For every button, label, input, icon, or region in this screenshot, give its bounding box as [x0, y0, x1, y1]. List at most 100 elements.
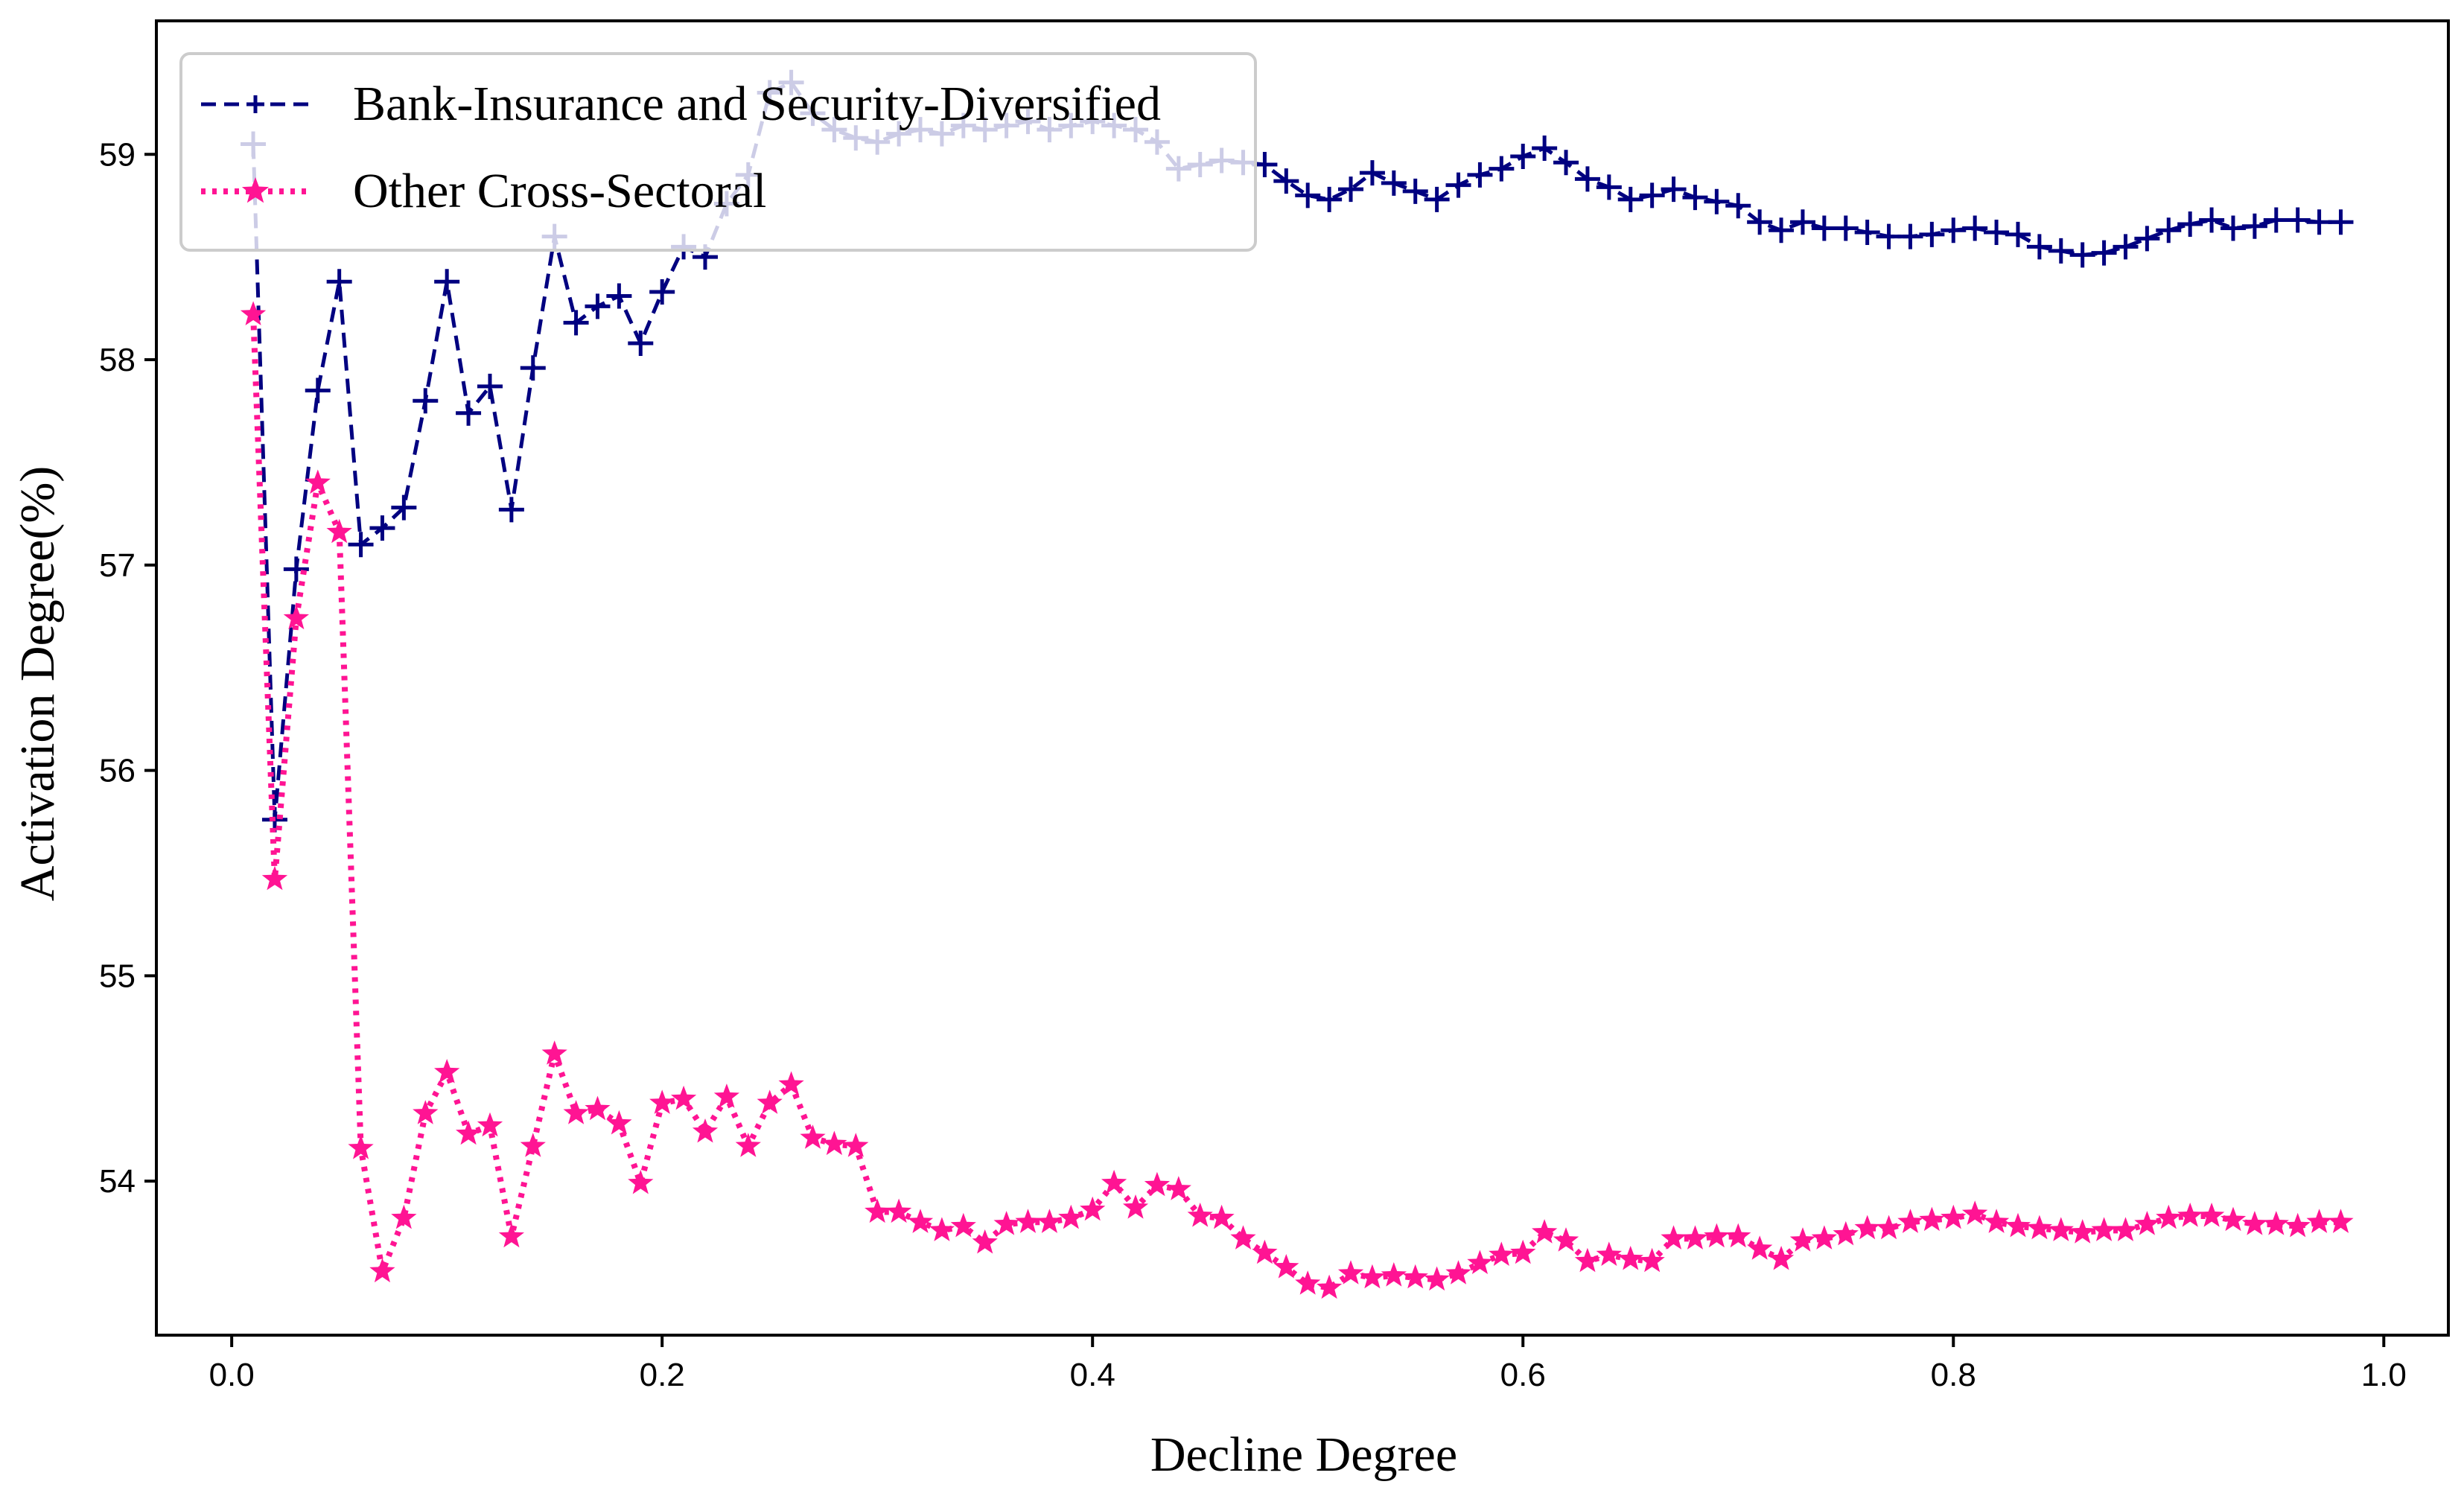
data-point-plus	[1962, 215, 1988, 241]
data-point-plus	[2005, 221, 2031, 247]
data-point-star	[1876, 1215, 1902, 1240]
data-point-plus	[498, 497, 524, 523]
data-point-star	[391, 1204, 417, 1229]
data-point-star	[1747, 1235, 1773, 1260]
data-point-star	[1230, 1225, 1256, 1250]
data-point-star	[1532, 1219, 1558, 1244]
data-point-star	[1144, 1171, 1170, 1197]
data-point-star	[778, 1071, 804, 1096]
data-point-star	[1596, 1241, 1622, 1266]
data-point-plus	[305, 378, 331, 404]
data-point-star	[1122, 1194, 1149, 1219]
data-point-star	[563, 1100, 589, 1124]
data-point-star	[2134, 1211, 2160, 1235]
data-point-star	[713, 1083, 739, 1108]
y-tick-label: 55	[99, 958, 136, 994]
data-point-star	[1768, 1246, 1795, 1270]
data-point-plus	[649, 279, 675, 305]
data-point-plus	[1919, 221, 1945, 247]
data-point-plus	[2285, 207, 2311, 233]
data-point-star	[1165, 1176, 1191, 1200]
data-point-plus	[1317, 186, 1343, 212]
y-tick-label: 54	[99, 1163, 136, 1200]
data-point-plus	[283, 556, 309, 582]
data-layer	[240, 69, 2354, 1299]
data-point-star	[1424, 1266, 1450, 1291]
data-point-plus	[1941, 217, 1967, 244]
data-point-plus	[2199, 207, 2225, 233]
data-point-star	[692, 1118, 719, 1143]
data-point-plus	[2156, 217, 2182, 244]
data-point-plus	[1897, 223, 1923, 249]
data-point-star	[1101, 1169, 1127, 1194]
data-point-star	[1811, 1225, 1837, 1250]
data-point-star	[1381, 1262, 1407, 1287]
data-point-plus	[1854, 220, 1880, 246]
data-point-star	[1359, 1264, 1385, 1289]
y-tick-label: 59	[99, 136, 136, 173]
data-point-star	[1854, 1215, 1880, 1240]
data-point-star	[1295, 1270, 1321, 1295]
data-point-star	[1080, 1196, 1106, 1221]
data-point-plus	[1617, 186, 1643, 212]
data-point-star	[2199, 1203, 2225, 1227]
data-point-star	[2069, 1219, 2095, 1244]
data-point-star	[2285, 1212, 2311, 1238]
data-point-plus	[2113, 234, 2139, 260]
data-point-plus	[1553, 150, 1579, 176]
data-point-star	[434, 1059, 460, 1083]
data-point-star	[326, 518, 352, 544]
legend: Bank-Insurance and Security-Diversified …	[179, 52, 1257, 252]
data-point-star	[1661, 1225, 1687, 1250]
data-point-plus	[585, 293, 611, 319]
data-point-star	[369, 1258, 395, 1283]
data-point-plus	[563, 310, 589, 336]
data-point-plus	[2069, 242, 2095, 268]
data-point-plus	[1574, 166, 1600, 192]
data-point-star	[1704, 1223, 1730, 1248]
data-point-star	[2113, 1217, 2139, 1241]
data-point-star	[2091, 1217, 2117, 1241]
data-point-star	[2156, 1204, 2182, 1229]
axes-layer: 0.0 0.2 0.4 0.6 0.8 1.0 54 55 56 57 58 59	[99, 136, 2407, 1393]
data-point-plus	[1532, 135, 1558, 161]
data-point-star	[649, 1089, 675, 1114]
data-point-star	[2328, 1209, 2354, 1233]
data-point-star	[1058, 1204, 1084, 1229]
data-point-star	[972, 1229, 998, 1254]
x-tick-label: 1.0	[2361, 1357, 2407, 1393]
data-point-star	[1941, 1204, 1967, 1229]
data-point-star	[2005, 1212, 2031, 1238]
legend-label-bank-insurance: Bank-Insurance and Security-Diversified	[353, 77, 1161, 131]
data-point-star	[1617, 1246, 1643, 1270]
data-point-star	[1252, 1239, 1278, 1264]
data-point-plus	[1489, 156, 1515, 182]
data-point-plus	[628, 330, 654, 356]
legend-label-other-cross-sectoral: Other Cross-Sectoral	[353, 164, 766, 218]
data-point-star	[1489, 1241, 1515, 1266]
data-point-star	[993, 1211, 1019, 1235]
legend-plus-marker-icon	[246, 95, 264, 113]
data-point-star	[1574, 1247, 1601, 1273]
data-point-plus	[348, 532, 374, 558]
data-point-star	[757, 1089, 783, 1114]
data-point-plus	[1682, 185, 1708, 211]
data-point-star	[2177, 1203, 2203, 1227]
x-tick-label: 0.0	[209, 1357, 255, 1393]
y-tick-label: 58	[99, 342, 136, 378]
data-point-plus	[1811, 215, 1837, 241]
series-other-cross-sectoral	[240, 301, 2354, 1299]
data-point-plus	[2263, 207, 2289, 233]
data-point-plus	[391, 494, 417, 521]
data-point-star	[1725, 1223, 1751, 1248]
data-point-plus	[1725, 193, 1751, 219]
legend-box	[179, 52, 1257, 252]
data-point-plus	[2048, 238, 2074, 264]
data-point-star	[1919, 1206, 1945, 1232]
data-point-plus	[1639, 182, 1665, 209]
x-axis-title: Decline Degree	[1150, 1427, 1457, 1482]
data-point-star	[477, 1112, 503, 1137]
data-point-star	[1402, 1264, 1428, 1289]
data-point-star	[1510, 1239, 1536, 1264]
data-point-plus	[1295, 182, 1321, 209]
